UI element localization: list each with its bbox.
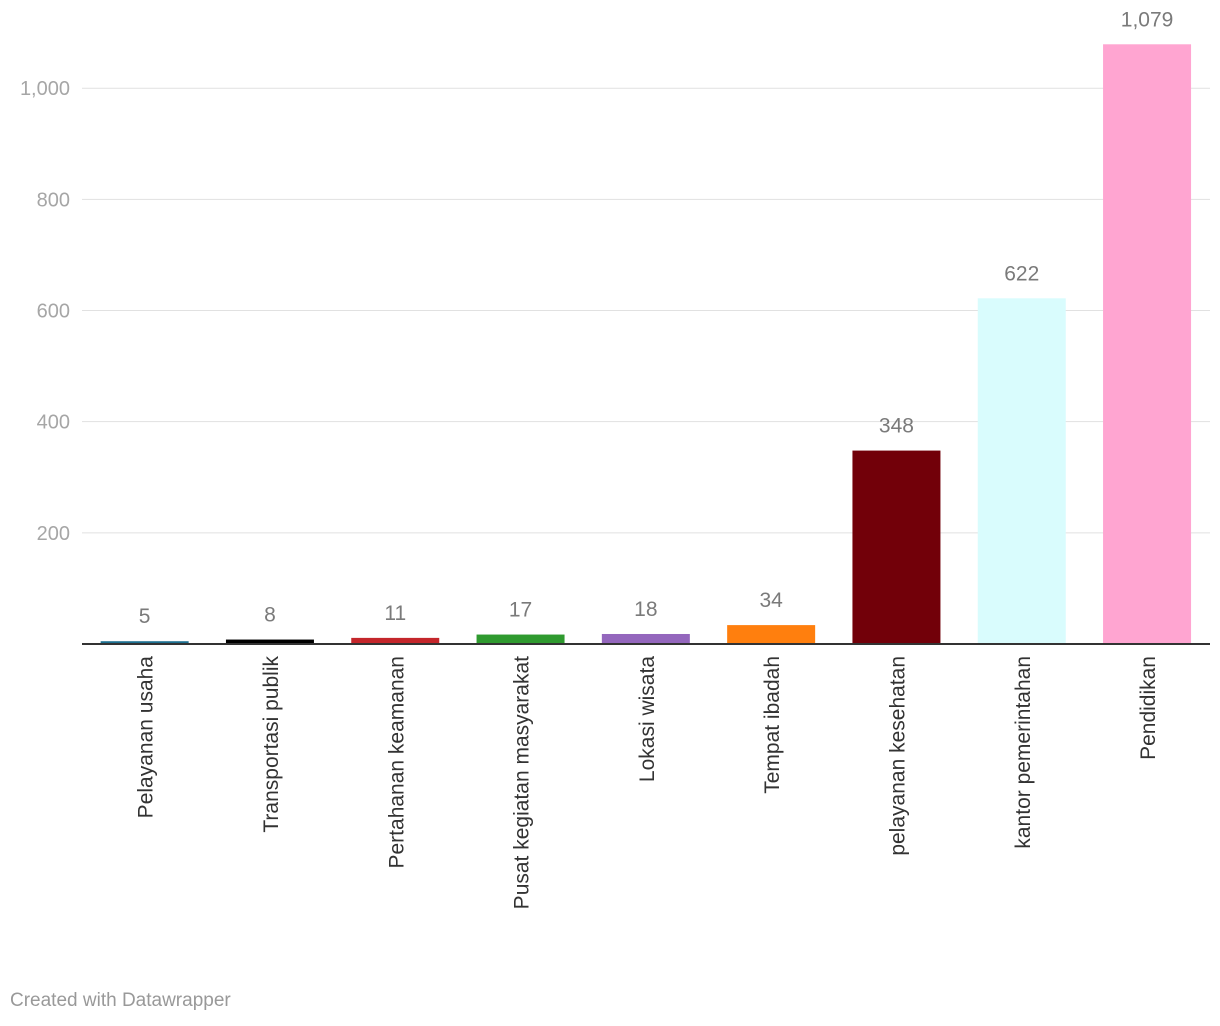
y-tick-label: 1,000 <box>20 78 70 100</box>
bar <box>476 634 565 644</box>
bar-value-label: 11 <box>384 602 406 625</box>
bar <box>100 641 189 644</box>
value-labels: 5 8 11 17 18 34 348 622 1,079 <box>139 8 1174 628</box>
x-category-label: Pertahanan keamanan <box>385 656 408 869</box>
x-category-label: Pusat kegiatan masyarakat <box>511 656 534 909</box>
y-tick-label: 200 <box>37 523 70 545</box>
bar <box>351 637 440 644</box>
x-category-label: pelayanan kesehatan <box>886 656 909 856</box>
bar-value-label: 18 <box>634 598 657 621</box>
bar <box>1103 44 1192 644</box>
bar-value-label: 34 <box>759 589 783 612</box>
bar-value-label: 8 <box>264 604 276 627</box>
bar <box>601 633 690 644</box>
y-tick-label: 800 <box>37 189 70 211</box>
x-category-label: kantor pemerintahan <box>1012 656 1035 849</box>
x-category-label: Pelayanan usaha <box>135 656 158 819</box>
x-category-label: Transportasi publik <box>260 656 283 833</box>
bar-value-label: 17 <box>509 599 532 622</box>
bar <box>977 298 1066 644</box>
bar-value-label: 1,079 <box>1121 8 1174 31</box>
bar <box>852 450 941 644</box>
bars <box>100 44 1192 644</box>
bar-value-label: 622 <box>1004 262 1039 285</box>
x-category-label: Tempat ibadah <box>761 656 784 794</box>
bar <box>225 639 314 644</box>
bar-value-label: 348 <box>879 415 914 438</box>
y-tick-label: 400 <box>37 412 70 434</box>
bar-value-label: 5 <box>139 605 151 628</box>
x-category-label: Lokasi wisata <box>636 656 659 782</box>
bar <box>727 625 816 644</box>
y-tick-label: 600 <box>37 301 70 323</box>
x-category-label: Pendidikan <box>1137 656 1160 760</box>
datawrapper-credit: Created with Datawrapper <box>10 990 231 1011</box>
category-labels: Pelayanan usaha Transportasi publik Pertah… <box>135 656 1160 910</box>
